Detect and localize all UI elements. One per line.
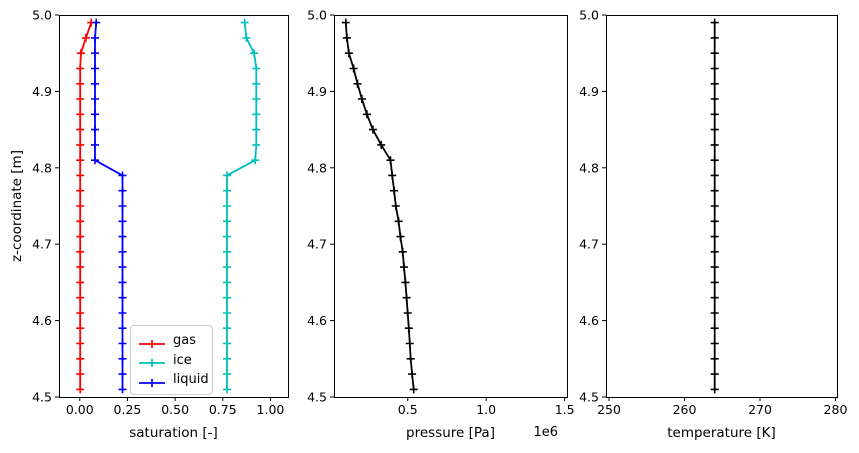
temperature-plot: 250 260 270 280 5.0 4.9 4.8 4.7 4.6 4.5 (579, 8, 847, 418)
y-tick-label: 4.6 (32, 313, 52, 328)
x-tick-label: 0.00 (66, 402, 94, 417)
gas-legend-sample (139, 335, 165, 348)
legend-label-gas: gas (173, 333, 196, 348)
x-tick-label: 0.50 (161, 402, 189, 417)
gas-markers (76, 18, 96, 394)
pressure-plot: 0.5 1.0 1.5 5.0 4.9 4.8 4.7 4.6 4.5 (307, 8, 574, 418)
y-tick-label: 4.9 (579, 84, 599, 99)
legend: gas ice liquid (130, 325, 213, 395)
pressure-x-axis: 0.5 1.0 1.5 (398, 397, 575, 417)
y-tick-label: 4.8 (32, 160, 52, 175)
y-tick-label: 4.6 (579, 313, 599, 328)
ice-legend-sample (139, 354, 165, 367)
x-tick-label: 270 (748, 402, 772, 417)
y-axis-label: z-coordinate [m] (9, 150, 25, 262)
y-tick-label: 4.9 (32, 84, 52, 99)
liquid-markers (91, 18, 127, 394)
temperature-y-axis: 5.0 4.9 4.8 4.7 4.6 4.5 (579, 8, 606, 405)
legend-label-liquid: liquid (173, 372, 209, 387)
legend-entry-gas: gas (139, 331, 207, 350)
y-tick-label: 5.0 (579, 8, 599, 23)
temperature-markers (710, 18, 719, 394)
y-tick-label: 4.7 (307, 237, 327, 252)
temperature-axis-label: temperature [K] (667, 425, 776, 441)
y-tick-label: 5.0 (307, 8, 327, 23)
x-tick-label: 0.75 (209, 402, 237, 417)
x-tick-label: 0.25 (114, 402, 142, 417)
saturation-x-axis: 0.00 0.25 0.50 0.75 1.00 (66, 397, 285, 417)
pressure-markers (341, 18, 418, 394)
y-tick-label: 4.7 (579, 237, 599, 252)
y-tick-label: 4.8 (579, 160, 599, 175)
ice-markers (223, 18, 261, 394)
y-tick-label: 4.5 (307, 390, 327, 405)
y-tick-label: 4.9 (307, 84, 327, 99)
y-tick-label: 4.8 (307, 160, 327, 175)
x-tick-label: 1.00 (257, 402, 285, 417)
y-tick-label: 5.0 (32, 8, 52, 23)
x-tick-label: 1.0 (476, 402, 496, 417)
temperature-plot-area (606, 15, 838, 398)
legend-label-ice: ice (173, 352, 192, 368)
x-tick-label: 250 (597, 402, 621, 417)
saturation-y-axis: 5.0 4.9 4.8 4.7 4.6 4.5 (32, 8, 59, 405)
legend-entry-ice: ice (139, 351, 207, 370)
pressure-offset-label: 1e6 (533, 425, 558, 440)
y-tick-label: 4.6 (307, 313, 327, 328)
y-tick-label: 4.5 (32, 390, 52, 405)
temperature-x-axis: 250 260 270 280 (597, 397, 847, 417)
pressure-axis-label: pressure [Pa] (406, 425, 495, 441)
x-tick-label: 280 (824, 402, 848, 417)
liquid-legend-sample (139, 374, 165, 387)
legend-entry-liquid: liquid (139, 370, 209, 389)
x-tick-label: 1.5 (555, 402, 575, 417)
x-tick-label: 0.5 (398, 402, 418, 417)
pressure-y-axis: 5.0 4.9 4.8 4.7 4.6 4.5 (307, 8, 334, 405)
pressure-plot-area (334, 15, 568, 398)
y-tick-label: 4.7 (32, 237, 52, 252)
saturation-axis-label: saturation [-] (129, 425, 218, 441)
x-tick-label: 260 (673, 402, 697, 417)
y-tick-label: 4.5 (579, 390, 599, 405)
